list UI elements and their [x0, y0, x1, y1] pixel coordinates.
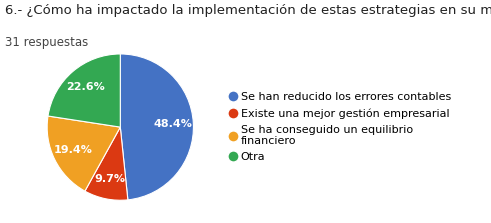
Text: 22.6%: 22.6% — [67, 82, 106, 92]
Text: 6.- ¿Cómo ha impactado la implementación de estas estrategias en su microempresa: 6.- ¿Cómo ha impactado la implementación… — [5, 4, 491, 17]
Text: 48.4%: 48.4% — [154, 119, 192, 129]
Text: 31 respuestas: 31 respuestas — [5, 36, 88, 49]
Wedge shape — [48, 54, 120, 127]
Text: 19.4%: 19.4% — [54, 145, 92, 155]
Text: 9.7%: 9.7% — [94, 174, 125, 184]
Wedge shape — [47, 116, 120, 191]
Wedge shape — [85, 127, 128, 200]
Legend: Se han reducido los errores contables, Existe una mejor gestión empresarial, Se : Se han reducido los errores contables, E… — [226, 89, 455, 166]
Wedge shape — [120, 54, 193, 200]
